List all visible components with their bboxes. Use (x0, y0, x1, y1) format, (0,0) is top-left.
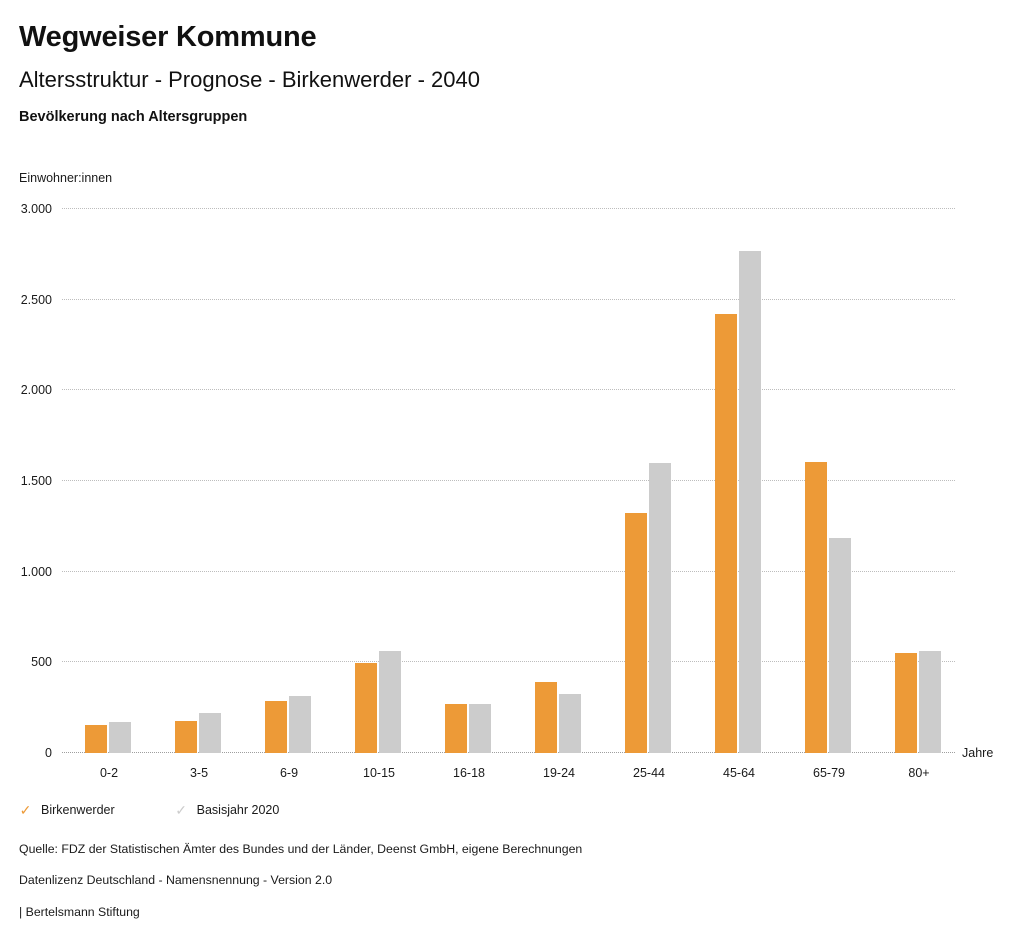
x-axis-tick-label: 45-64 (723, 766, 755, 780)
bar-basisjahr[interactable] (739, 250, 761, 753)
page-sub-subtitle: Bevölkerung nach Altersgruppen (19, 109, 248, 125)
page-header: Wegweiser Kommune Altersstruktur - Progn… (19, 0, 1024, 125)
legend-label: Basisjahr 2020 (196, 803, 280, 817)
page-subtitle: Altersstruktur - Prognose - Birkenwerder… (19, 67, 480, 92)
x-axis-tick-label: 16-18 (453, 766, 485, 780)
bar-birkenwerder[interactable] (445, 704, 467, 753)
bar-birkenwerder[interactable] (355, 663, 377, 753)
bar-basisjahr[interactable] (649, 462, 671, 753)
plot-area: 0 Jahre 500 1.000 1.500 2.000 2.500 3.000 0-2 3-… (21, 202, 994, 780)
bar-group: 19-24 (514, 209, 604, 780)
x-axis-tick-label: 10-15 (363, 766, 395, 780)
bar-basisjahr[interactable] (109, 722, 131, 753)
bar-group: 80+ (874, 209, 964, 780)
bar-birkenwerder[interactable] (85, 724, 107, 753)
chart-footer: Quelle: FDZ der Statistischen Ämter des … (19, 843, 582, 918)
y-axis-tick-label: 3.000 (20, 202, 52, 216)
y-axis-tick-label: 500 (31, 655, 52, 670)
x-axis-tick-label: 3-5 (189, 766, 209, 780)
check-icon: ✓ (19, 801, 32, 818)
bar-basisjahr[interactable] (199, 713, 221, 753)
y-axis-tick-label: 0 (45, 746, 52, 760)
gridline: 0 Jahre (45, 746, 993, 760)
x-axis-tick-label: 6-9 (279, 766, 299, 780)
y-axis-tick-label: 1.000 (20, 564, 52, 579)
bar-group: 65-79 (784, 209, 874, 780)
gridline: 1.500 (21, 474, 955, 488)
footer-line-2: Datenlizenz Deutschland - Namensnennung … (19, 873, 333, 888)
chart-legend: ✓ Birkenwerder ✓ Basisjahr 2020 (19, 801, 280, 818)
x-axis-tick-label: 19-24 (543, 766, 575, 780)
gridline: 3.000 (21, 202, 955, 216)
page-title: Wegweiser Kommune (19, 21, 317, 53)
bar-series-group: 0-2 3-5 6-9 10-15 16-18 19-24 25-44 45-64 65-79 8… (62, 209, 955, 780)
bar-birkenwerder[interactable] (625, 512, 647, 753)
y-axis-tick-label: 2.000 (20, 383, 52, 398)
legend-label: Birkenwerder (41, 803, 115, 817)
footer-line-3: | Bertelsmann Stiftung (19, 904, 140, 919)
bar-group: 25-44 (604, 209, 694, 780)
footer-line-1: Quelle: FDZ der Statistischen Ämter des … (19, 842, 583, 856)
x-axis-tick-label: 25-44 (633, 766, 665, 780)
bar-basisjahr[interactable] (469, 704, 491, 753)
bar-birkenwerder[interactable] (805, 461, 827, 753)
gridline: 500 (31, 655, 955, 669)
bar-basisjahr[interactable] (379, 650, 401, 753)
x-axis-title: Jahre (962, 746, 994, 760)
y-axis-tick-label: 1.500 (20, 474, 52, 488)
bar-group: 16-18 (424, 209, 514, 780)
y-axis-title: Einwohner:innen (19, 171, 113, 185)
bar-group: 3-5 (154, 209, 244, 780)
bar-birkenwerder[interactable] (895, 653, 917, 753)
bar-basisjahr[interactable] (559, 694, 581, 753)
bar-group: 10-15 (334, 209, 424, 780)
bar-group: 0-2 (64, 209, 154, 780)
legend-item-birkenwerder[interactable]: ✓ Birkenwerder (19, 801, 115, 818)
bar-group: 45-64 (694, 209, 784, 780)
gridline: 2.000 (21, 383, 955, 397)
chart-container: Einwohner:innen 0 Jahre 500 1.000 1.500 2.000… (0, 160, 1024, 800)
gridline: 2.500 (21, 293, 955, 307)
bar-birkenwerder[interactable] (535, 682, 557, 753)
bar-basisjahr[interactable] (289, 695, 311, 753)
legend-item-basisjahr[interactable]: ✓ Basisjahr 2020 (175, 801, 280, 818)
bar-birkenwerder[interactable] (715, 314, 737, 753)
y-axis-tick-label: 2.500 (20, 292, 52, 307)
x-axis-tick-label: 0-2 (99, 766, 119, 780)
check-icon: ✓ (175, 801, 187, 818)
gridline: 1.000 (21, 565, 955, 579)
x-axis-tick-label: 80+ (908, 766, 930, 780)
bar-group: 6-9 (244, 209, 334, 780)
bar-birkenwerder[interactable] (265, 701, 287, 753)
bar-basisjahr[interactable] (919, 650, 941, 753)
bar-birkenwerder[interactable] (175, 721, 197, 753)
bar-basisjahr[interactable] (829, 538, 851, 753)
x-axis-tick-label: 65-79 (813, 766, 845, 780)
